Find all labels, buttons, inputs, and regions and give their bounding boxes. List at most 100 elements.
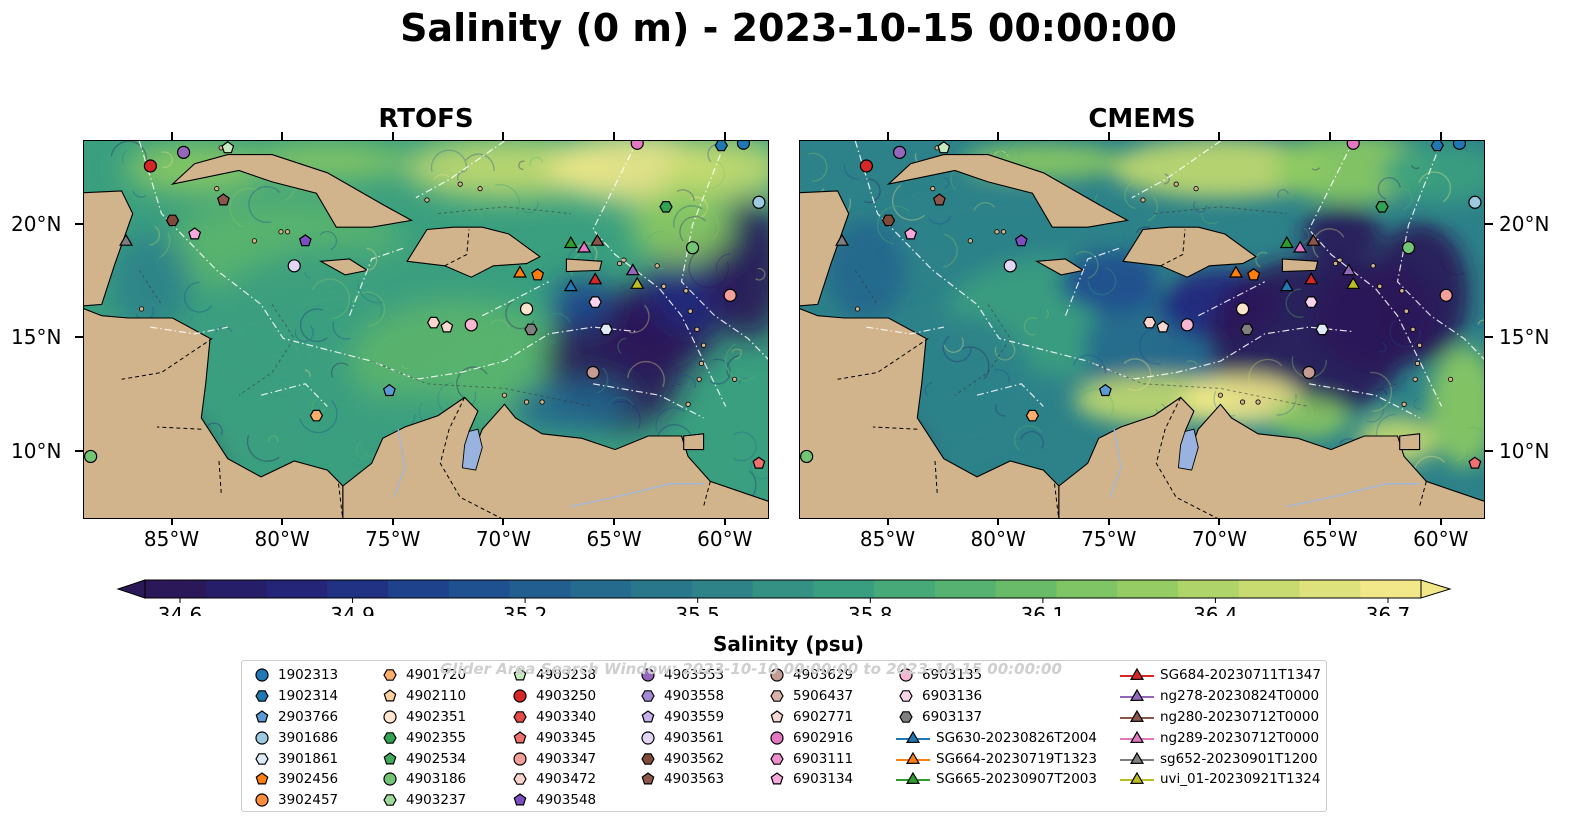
- platform-marker-6903134: [904, 227, 918, 240]
- legend-entry: 4903340: [510, 707, 596, 728]
- platform-marker-ng289-20230712T0000: [1293, 240, 1308, 253]
- x-tick-label: 80°W: [970, 527, 1026, 551]
- platform-marker-SG664-20230719T1323: [1228, 265, 1243, 278]
- legend-label: 3902457: [278, 792, 339, 809]
- legend-label: 3901686: [278, 729, 339, 746]
- legend-entry: 4903347: [510, 748, 596, 769]
- legend-label: 4903562: [664, 750, 725, 767]
- legend-column: SG684-20230711T1347 ng278-20230824T0000 ng…: [1120, 665, 1321, 790]
- platform-marker-4903238: [937, 141, 951, 154]
- x-tick-label: 65°W: [586, 527, 642, 551]
- legend-marker-icon: [255, 752, 269, 765]
- legend-entry: ng289-20230712T0000: [1120, 727, 1321, 748]
- legend-marker-icon: [899, 711, 913, 723]
- legend-label: 4903237: [406, 792, 467, 809]
- platform-marker-SG684-20230711T1347: [588, 272, 603, 285]
- legend-marker-icon: [770, 668, 784, 682]
- search-window-note: Glider Area Search Window: 2023-10-10 00…: [440, 660, 1062, 678]
- colorbar-segment: [145, 580, 207, 598]
- platform-marker-4903250: [143, 159, 157, 173]
- platform-marker-4902355: [659, 200, 673, 213]
- platform-marker-SG630-20230826T2004: [1279, 278, 1294, 292]
- legend-entry: 6903111: [767, 748, 853, 769]
- legend-marker-icon: [1120, 688, 1154, 702]
- x-tick-label: 65°W: [1302, 527, 1358, 551]
- legend-label: 3901861: [278, 750, 339, 767]
- legend-label: 6903135: [922, 667, 983, 684]
- colorbar-segment: [1056, 580, 1118, 598]
- x-tick-mark: [1218, 519, 1221, 525]
- legend-marker-icon: [383, 710, 397, 724]
- legend-entry: 4903186: [380, 769, 466, 790]
- platform-marker-4901720: [1025, 409, 1040, 422]
- legend-marker-icon: [255, 731, 269, 745]
- legend-marker-icon: [770, 710, 784, 723]
- y-tick-label: 20°N: [11, 211, 62, 236]
- legend-column: 4901720 4902110 4902351 4902355 4902534 49031…: [380, 665, 466, 811]
- legend-marker-icon: [896, 751, 930, 764]
- platform-marker-uvi_01-20230921T1324: [1346, 276, 1361, 289]
- platform-marker-4903186: [84, 449, 98, 464]
- legend-marker-icon: [770, 731, 784, 745]
- platform-marker-4903553: [892, 145, 907, 159]
- colorbar-segment: [752, 580, 814, 598]
- platform-marker-4903347: [723, 288, 737, 302]
- x-tick-mark: [613, 519, 616, 525]
- platform-marker-2903766: [1098, 383, 1112, 397]
- x-tick-mark: [1439, 519, 1442, 525]
- platform-marker-4903238: [221, 141, 235, 154]
- x-tick-mark: [723, 132, 726, 140]
- platform-marker-4902355: [1375, 200, 1389, 213]
- legend-marker-icon: [513, 793, 527, 806]
- legend-marker-icon: [383, 751, 397, 765]
- colorbar-segment: [1177, 580, 1240, 598]
- platform-marker-ng278-20230824T0000: [625, 263, 640, 276]
- legend-label: 1902314: [278, 688, 339, 705]
- colorbar-tick-label: 35.5: [675, 603, 720, 616]
- platform-marker-4903563: [932, 193, 946, 206]
- platform-marker-3902456: [1247, 268, 1261, 281]
- legend-label: 4903553: [664, 667, 725, 684]
- legend-entry: SG665-20230907T2003: [896, 769, 1097, 790]
- x-tick-label: 70°W: [475, 527, 532, 551]
- platform-marker-4903548: [298, 234, 312, 247]
- platform-marker-SG665-20230907T2003: [563, 235, 578, 249]
- platform-marker-4903553: [176, 145, 191, 159]
- colorbar-segment: [995, 580, 1057, 598]
- colorbar-tick-label: 36.4: [1193, 603, 1238, 616]
- x-tick-mark: [886, 519, 889, 525]
- platform-marker-SG684-20230711T1347: [1304, 272, 1319, 285]
- platform-marker-6903137: [524, 323, 538, 336]
- x-tick-mark: [502, 519, 505, 525]
- legend-marker-icon: [641, 772, 655, 785]
- platform-marker-4903186: [800, 449, 814, 464]
- x-tick-mark: [281, 519, 284, 525]
- salinity-map-rtofs: [83, 140, 769, 519]
- legend-marker-icon: [513, 668, 527, 681]
- legend-entry: 4903472: [510, 769, 596, 790]
- legend-label: 4902534: [406, 750, 467, 767]
- platform-marker-6903135: [1180, 318, 1194, 332]
- legend-marker-icon: [1120, 772, 1154, 785]
- platform-marker-1902313: [736, 141, 751, 150]
- legend-label: 4903347: [536, 750, 597, 767]
- legend-entry: 1902313: [252, 665, 338, 686]
- legend-marker-icon: [383, 669, 397, 682]
- legend-label: 4903558: [664, 688, 725, 705]
- platform-marker-4903561: [1003, 259, 1017, 273]
- colorbar-segment: [874, 580, 936, 598]
- colorbar-segment: [205, 580, 268, 598]
- colorbar-segment: [813, 580, 875, 598]
- legend-entry: 4903553: [638, 665, 724, 686]
- legend-label: 3902456: [278, 771, 339, 788]
- x-tick-mark: [997, 132, 1000, 140]
- legend-label: 4901720: [406, 667, 467, 684]
- platform-marker-4901720: [309, 409, 324, 422]
- x-tick-label: 85°W: [859, 527, 916, 551]
- legend-entry: 3901861: [252, 748, 338, 769]
- platform-marker-sg652-20230901T1200: [835, 233, 850, 246]
- colorbar-segment: [266, 580, 328, 598]
- legend-label: 4903250: [536, 688, 597, 705]
- legend-entry: 6903136: [896, 686, 1097, 707]
- colorbar-segment: [1238, 580, 1300, 598]
